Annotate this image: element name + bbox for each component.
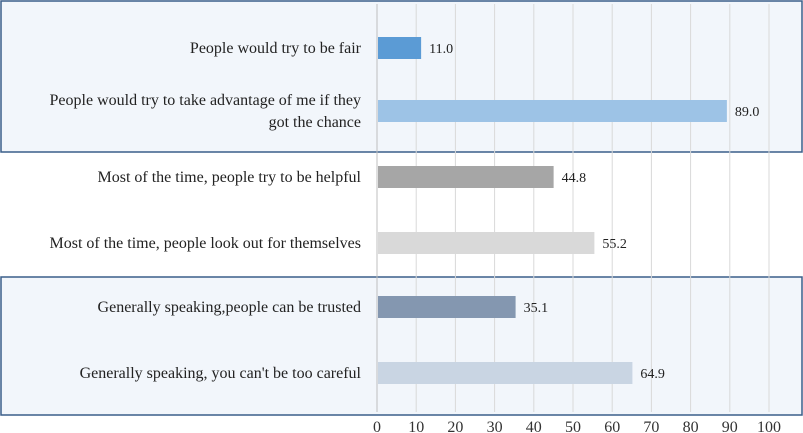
x-tick-label: 10	[408, 419, 424, 433]
x-tick-label: 30	[487, 419, 503, 433]
value-label: 64.9	[640, 367, 665, 382]
value-label: 89.0	[735, 105, 760, 120]
gridlines	[376, 4, 770, 412]
value-label: 55.2	[602, 237, 627, 252]
x-tick-label: 90	[722, 419, 738, 433]
category-label-line: Generally speaking,people can be trusted	[98, 299, 361, 316]
x-axis-tick-labels: 0 10 20 30 40 50 60 70 80 90 100	[373, 419, 781, 433]
category-label: People would try to take advantage of me…	[50, 92, 361, 131]
category-label-line: Generally speaking, you can't be too car…	[80, 365, 362, 382]
x-tick-label: 80	[683, 419, 699, 433]
bar	[378, 100, 727, 122]
category-label-line: People would try to take advantage of me…	[50, 92, 361, 109]
x-tick-label: 0	[373, 419, 381, 433]
category-label: Generally speaking, you can't be too car…	[80, 365, 362, 382]
bar	[378, 166, 554, 188]
category-labels: People would try to be fair People would …	[50, 40, 362, 382]
category-label-line: got the chance	[269, 114, 361, 131]
category-label: Most of the time, people look out for th…	[50, 235, 362, 252]
x-tick-label: 50	[565, 419, 581, 433]
category-label: Generally speaking,people can be trusted	[98, 299, 361, 316]
value-label: 11.0	[429, 42, 453, 57]
bar	[378, 362, 633, 384]
group-box-top	[0, 0, 803, 153]
value-labels: 11.0 89.0 44.8 55.2 35.1 64.9	[429, 42, 759, 382]
bar	[378, 37, 422, 59]
bar	[378, 232, 595, 254]
bars	[378, 37, 727, 384]
x-tick-label: 60	[604, 419, 620, 433]
category-label: People would try to be fair	[190, 40, 362, 57]
bar	[378, 296, 516, 318]
category-label: Most of the time, people try to be helpf…	[98, 169, 362, 186]
category-label-line: People would try to be fair	[190, 40, 362, 57]
category-label-line: Most of the time, people look out for th…	[50, 235, 362, 252]
x-tick-label: 70	[643, 419, 659, 433]
x-tick-label: 20	[447, 419, 463, 433]
x-tick-label: 40	[526, 419, 542, 433]
x-tick-label: 100	[757, 419, 781, 433]
category-label-line: Most of the time, people try to be helpf…	[98, 169, 362, 186]
group-boxes	[0, 0, 803, 416]
value-label: 44.8	[562, 171, 587, 186]
value-label: 35.1	[524, 301, 549, 316]
